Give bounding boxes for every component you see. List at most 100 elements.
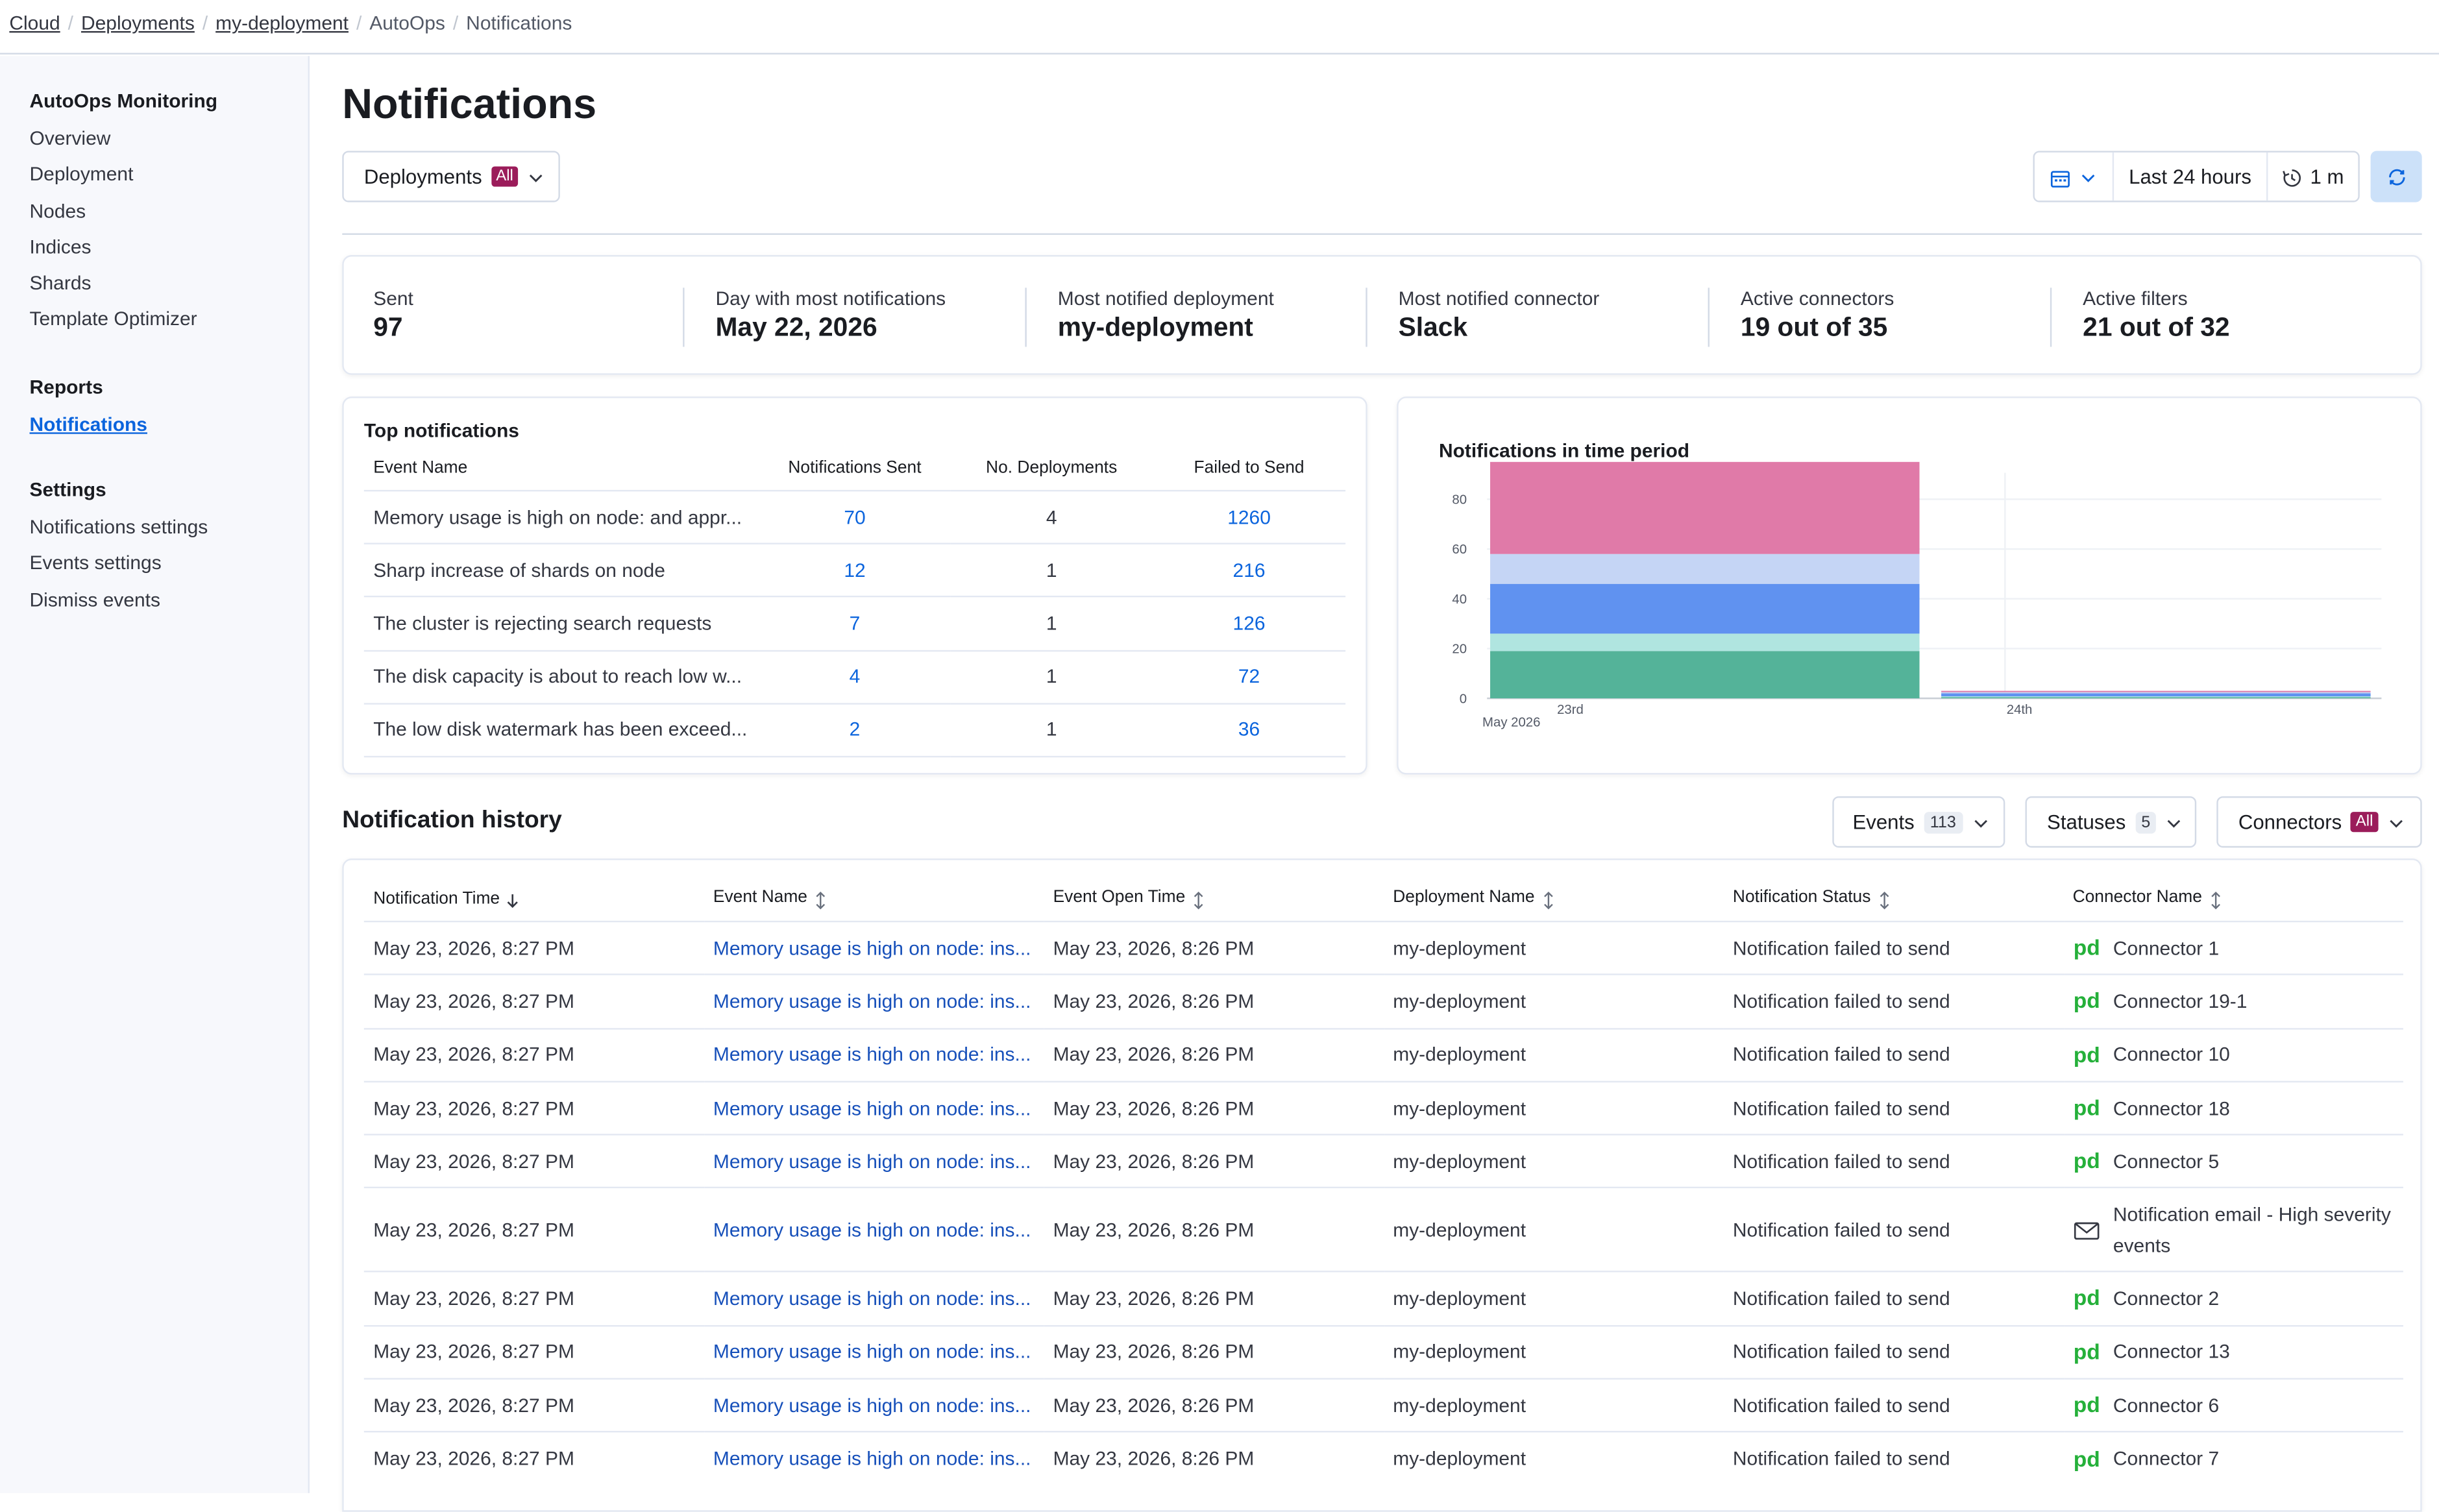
- event-name-link[interactable]: Memory usage is high on node: ins...: [704, 1431, 1044, 1486]
- connector-name-label: Connector 19-1: [2113, 990, 2248, 1013]
- mail-icon: [2073, 1219, 2113, 1241]
- sidebar-group-title: AutoOps Monitoring: [29, 90, 218, 112]
- notifications-sent-link[interactable]: 2: [759, 702, 951, 757]
- column-header-no-deployments: No. Deployments: [986, 459, 1118, 478]
- chart-bar-segment[interactable]: [1490, 554, 1920, 584]
- chevron-down-icon: [2079, 165, 2096, 188]
- svg-text:pd: pd: [2073, 1449, 2100, 1471]
- breadcrumb-my-deployment[interactable]: my-deployment: [215, 12, 349, 34]
- refresh-button[interactable]: [2370, 151, 2422, 202]
- notification-time-cell: May 23, 2026, 8:27 PM: [363, 1324, 704, 1379]
- breadcrumb-deployments[interactable]: Deployments: [81, 12, 195, 34]
- column-header-deployment-name[interactable]: Deployment Name: [1384, 877, 1724, 921]
- chart-bar-segment[interactable]: [1490, 583, 1920, 634]
- notifications-sent-link[interactable]: 4: [759, 649, 951, 703]
- sidebar-item-notifications-settings[interactable]: Notifications settings: [29, 516, 208, 539]
- event-name-link[interactable]: Memory usage is high on node: ins...: [704, 1027, 1044, 1082]
- sidebar-item-notifications[interactable]: Notifications: [29, 413, 147, 436]
- event-name-link[interactable]: Memory usage is high on node: ins...: [704, 1080, 1044, 1135]
- x-tick-label: 24th: [2007, 703, 2033, 717]
- event-open-time-cell: May 23, 2026, 8:26 PM: [1044, 1027, 1384, 1082]
- chart-bar-segment[interactable]: [1490, 633, 1920, 652]
- svg-text:pd: pd: [2073, 1342, 2100, 1364]
- event-name-link[interactable]: Memory usage is high on node: ins...: [704, 1324, 1044, 1379]
- time-picker: Last 24 hours 1 m: [2033, 151, 2360, 202]
- chart-bar-segment[interactable]: [1490, 651, 1920, 699]
- statuses-filter-label: Statuses: [2047, 810, 2126, 834]
- failed-to-send-link[interactable]: 126: [1152, 596, 1346, 650]
- failed-to-send-link[interactable]: 72: [1152, 649, 1346, 703]
- pagerduty-icon: pd: [2073, 1043, 2113, 1067]
- breadcrumb-cloud[interactable]: Cloud: [9, 12, 60, 34]
- event-open-time-cell: May 23, 2026, 8:26 PM: [1044, 974, 1384, 1029]
- deployment-name-cell: my-deployment: [1383, 1027, 1724, 1082]
- event-name-link[interactable]: Memory usage is high on node: ins...: [704, 1187, 1044, 1273]
- notifications-sent-link[interactable]: 12: [759, 543, 951, 598]
- column-header-event-open-time[interactable]: Event Open Time: [1044, 877, 1384, 921]
- chart-bar-segment[interactable]: [1490, 461, 1920, 554]
- event-name-link[interactable]: Memory usage is high on node: ins...: [704, 974, 1044, 1029]
- notification-time-cell: May 23, 2026, 8:27 PM: [363, 920, 704, 975]
- table-row: May 23, 2026, 8:27 PM Memory usage is hig…: [363, 1134, 2403, 1189]
- sidebar-item-events-settings[interactable]: Events settings: [29, 552, 162, 575]
- chart-axis-labels: 0 20 40 60 80 23rd 24th May 2026: [1452, 493, 2032, 730]
- sort-icon: [2208, 890, 2222, 909]
- chart-bar-segment[interactable]: [1941, 692, 2371, 694]
- column-header-notification-time[interactable]: Notification Time: [364, 877, 704, 921]
- chart-bar-segment[interactable]: [1941, 696, 2371, 698]
- failed-to-send-link[interactable]: 1260: [1152, 489, 1346, 544]
- notification-time-cell: May 23, 2026, 8:27 PM: [363, 1378, 704, 1433]
- sidebar-item-deployment[interactable]: Deployment: [29, 164, 134, 186]
- connectors-filter-label: Connectors: [2238, 810, 2342, 834]
- connector-name-cell: pd Connector 18: [2063, 1080, 2403, 1135]
- sidebar-group-settings: Settings Notifications settings Events s…: [30, 479, 208, 618]
- deployment-name-cell: my-deployment: [1383, 1080, 1724, 1135]
- event-name-link[interactable]: Memory usage is high on node: ins...: [704, 1271, 1044, 1326]
- column-header-notifications-sent: Notifications Sent: [788, 459, 922, 478]
- events-count-badge: 113: [1924, 811, 1963, 833]
- events-filter-button[interactable]: Events 113: [1832, 796, 2005, 848]
- statuses-filter-button[interactable]: Statuses 5: [2025, 796, 2197, 848]
- notification-status-cell: Notification failed to send: [1723, 1271, 2064, 1326]
- refresh-interval-button[interactable]: 1 m: [2268, 152, 2358, 201]
- stat-day-most-notifications: Day with most notifications May 22, 2026: [715, 287, 946, 343]
- column-header-connector-name[interactable]: Connector Name: [2063, 877, 2403, 921]
- failed-to-send-link[interactable]: 36: [1152, 702, 1346, 757]
- time-range-display[interactable]: Last 24 hours: [2114, 152, 2268, 201]
- sidebar-group-reports: Reports Notifications: [30, 376, 147, 444]
- table-row: Sharp increase of shards on node 12 1 21…: [363, 543, 1346, 598]
- column-header-event-name: Event Name: [373, 459, 468, 478]
- column-header-notification-status[interactable]: Notification Status: [1724, 877, 2064, 921]
- sidebar-item-overview[interactable]: Overview: [29, 127, 111, 150]
- notifications-bar-chart: 0 20 40 60 80 23rd 24th May 2026: [1452, 461, 2382, 730]
- notification-history-title: Notification history: [342, 807, 562, 834]
- connector-name-cell: pd Connector 1: [2063, 920, 2403, 975]
- breadcrumb: Cloud / Deployments / my-deployment / AutoOps /…: [9, 12, 572, 34]
- column-header-event-name[interactable]: Event Name: [704, 877, 1044, 921]
- event-name-link[interactable]: Memory usage is high on node: ins...: [704, 920, 1044, 975]
- deployments-filter-button[interactable]: Deployments All: [342, 151, 560, 202]
- sidebar-item-nodes[interactable]: Nodes: [29, 200, 86, 222]
- svg-text:pd: pd: [2073, 1289, 2100, 1311]
- table-row: May 23, 2026, 8:27 PM Memory usage is hig…: [363, 1080, 2403, 1135]
- sidebar-item-template-optimizer[interactable]: Template Optimizer: [29, 308, 197, 331]
- svg-text:pd: pd: [2073, 1151, 2100, 1173]
- quick-select-button[interactable]: [2035, 152, 2114, 201]
- sidebar-item-indices[interactable]: Indices: [29, 236, 92, 258]
- connectors-filter-button[interactable]: Connectors All: [2216, 796, 2422, 848]
- sidebar: AutoOps Monitoring Overview Deployment N…: [0, 56, 310, 1493]
- event-name-link[interactable]: Memory usage is high on node: ins...: [704, 1378, 1044, 1433]
- event-name-link[interactable]: Memory usage is high on node: ins...: [704, 1134, 1044, 1189]
- sidebar-item-shards[interactable]: Shards: [29, 272, 92, 295]
- chart-bar-segment[interactable]: [1941, 697, 2371, 699]
- breadcrumb-autoops: AutoOps: [369, 12, 445, 34]
- notifications-sent-link[interactable]: 70: [759, 489, 951, 544]
- page-title: Notifications: [342, 80, 597, 128]
- stat-most-notified-connector: Most notified connector Slack: [1399, 287, 1600, 343]
- notifications-sent-link[interactable]: 7: [759, 596, 951, 650]
- chart-bar-segment[interactable]: [1941, 693, 2371, 697]
- pagerduty-icon: pd: [2073, 936, 2113, 960]
- chart-bar-segment[interactable]: [1941, 690, 2371, 692]
- failed-to-send-link[interactable]: 216: [1152, 543, 1346, 598]
- sidebar-item-dismiss-events[interactable]: Dismiss events: [29, 589, 160, 611]
